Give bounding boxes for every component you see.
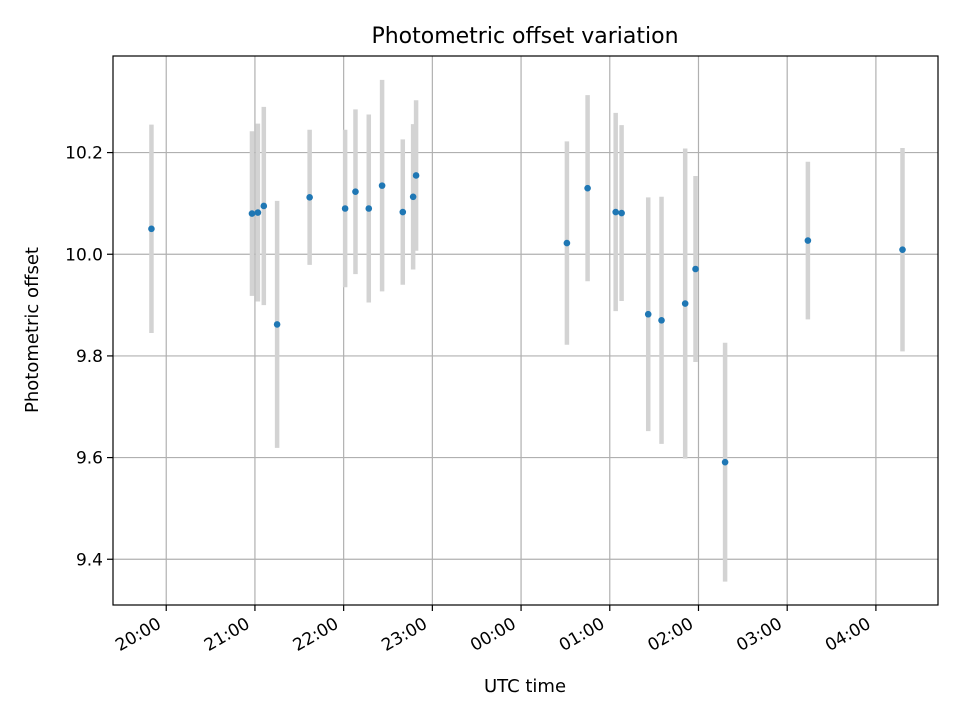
x-tick-label: 23:00 bbox=[378, 614, 430, 656]
data-point bbox=[148, 225, 155, 233]
data-point bbox=[365, 205, 373, 212]
x-tick-label: 04:00 bbox=[822, 614, 874, 656]
x-axis: 20:00 21:00 22:00 23:00 00:00 01:00 02:00 03:00… bbox=[112, 605, 877, 656]
x-tick-label: 02:00 bbox=[645, 614, 697, 656]
data-point bbox=[618, 209, 625, 217]
y-tick-label: 10.2 bbox=[65, 144, 103, 164]
y-tick-label: 9.8 bbox=[76, 347, 103, 367]
data-point bbox=[681, 300, 689, 307]
x-axis-label: UTC time bbox=[484, 676, 566, 697]
plot-frame bbox=[112, 55, 939, 606]
data-point bbox=[409, 193, 417, 201]
data-point bbox=[612, 208, 619, 216]
y-axis-label: Photometric offset bbox=[22, 247, 43, 413]
data-points bbox=[148, 172, 906, 466]
data-point bbox=[248, 210, 256, 217]
chart-title: Photometric offset variation bbox=[371, 24, 678, 49]
y-axis: 9.4 9.6 9.8 10.0 10.2 bbox=[65, 144, 113, 570]
x-tick-label: 01:00 bbox=[556, 614, 608, 656]
x-tick-label: 20:00 bbox=[112, 614, 164, 656]
data-point bbox=[306, 194, 313, 201]
data-point bbox=[273, 321, 281, 328]
y-tick-label: 9.6 bbox=[76, 449, 103, 469]
data-point bbox=[899, 246, 906, 253]
data-point bbox=[399, 208, 407, 216]
data-point bbox=[692, 265, 699, 273]
x-tick-label: 22:00 bbox=[290, 614, 342, 656]
data-point bbox=[378, 182, 386, 189]
y-tick-label: 9.4 bbox=[76, 550, 103, 570]
data-point bbox=[644, 310, 652, 318]
data-point bbox=[584, 184, 591, 192]
data-point bbox=[352, 188, 359, 196]
y-tick-label: 10.0 bbox=[65, 245, 103, 265]
grid-lines bbox=[113, 56, 938, 605]
data-point bbox=[804, 237, 812, 244]
x-tick-label: 21:00 bbox=[201, 614, 253, 656]
x-tick-label: 03:00 bbox=[733, 614, 785, 656]
data-point bbox=[254, 209, 262, 216]
error-bars bbox=[149, 79, 905, 582]
data-point bbox=[260, 202, 268, 210]
data-point bbox=[563, 239, 571, 247]
data-point bbox=[341, 205, 349, 212]
data-point bbox=[658, 317, 665, 324]
data-point bbox=[412, 172, 420, 179]
data-point bbox=[721, 458, 729, 466]
x-tick-label: 00:00 bbox=[467, 614, 519, 656]
